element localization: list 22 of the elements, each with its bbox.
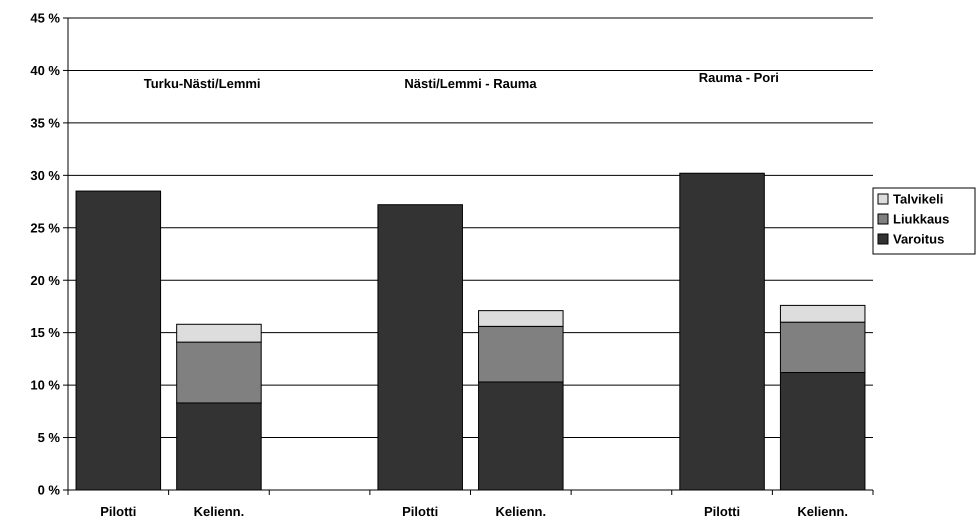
x-tick-label: Kelienn. — [194, 504, 244, 519]
y-tick-label: 40 % — [30, 62, 60, 78]
annotation: Nästi/Lemmi - Rauma — [404, 76, 538, 91]
y-tick-label: 35 % — [30, 115, 60, 130]
y-tick-label: 30 % — [30, 168, 60, 183]
y-tick-label: 45 % — [30, 10, 60, 26]
y-tick-label: 20 % — [30, 272, 60, 288]
x-tick-label: Pilotti — [100, 504, 136, 519]
legend-label: Liukkaus — [893, 212, 950, 227]
legend-label: Varoitus — [893, 232, 944, 247]
y-tick-label: 25 % — [30, 220, 60, 236]
legend-label: Talvikeli — [893, 192, 944, 207]
x-tick-label: Pilotti — [402, 504, 438, 519]
x-tick-label: Kelienn. — [496, 504, 546, 519]
y-tick-label: 15 % — [30, 325, 60, 340]
y-tick-label: 10 % — [30, 378, 60, 393]
y-tick-label: 5 % — [38, 430, 60, 446]
x-tick-label: Kelienn. — [797, 504, 848, 519]
y-tick-label: 0 % — [38, 482, 60, 498]
annotation: Turku-Nästi/Lemmi — [144, 76, 261, 91]
annotation: Rauma - Pori — [698, 70, 779, 85]
x-tick-label: Pilotti — [704, 504, 740, 519]
